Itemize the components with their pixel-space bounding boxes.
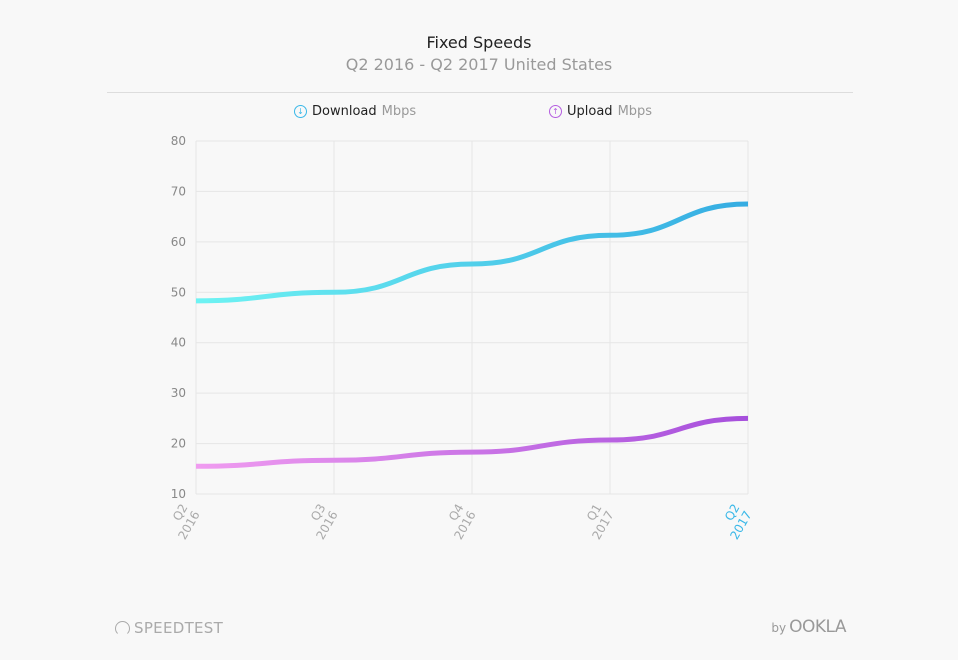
brand-name: SPEEDTEST bbox=[134, 619, 224, 637]
divider bbox=[107, 92, 853, 93]
y-tick-label: 50 bbox=[171, 285, 186, 299]
legend-upload[interactable]: ↑ Upload Mbps bbox=[549, 104, 652, 119]
ookla-logo: by OOKLA bbox=[771, 617, 846, 637]
y-tick-label: 10 bbox=[171, 487, 186, 501]
y-tick-label: 70 bbox=[171, 184, 186, 198]
x-tick-label: Q32016 bbox=[301, 502, 341, 542]
x-tick-label: Q22016 bbox=[163, 502, 203, 542]
series-line-download bbox=[195, 201, 749, 304]
y-tick-label: 20 bbox=[171, 437, 186, 451]
company-name: OOKLA bbox=[789, 617, 846, 637]
legend-label: Download bbox=[312, 104, 377, 119]
legend-label: Upload bbox=[567, 104, 613, 119]
arrow-up-circle-icon: ↑ bbox=[549, 105, 562, 118]
speedometer-icon bbox=[115, 620, 130, 636]
y-tick-label: 60 bbox=[171, 235, 186, 249]
y-tick-label: 30 bbox=[171, 386, 186, 400]
x-tick-label: Q12017 bbox=[577, 502, 617, 542]
chart-title: Fixed Speeds bbox=[426, 33, 532, 52]
legend-download[interactable]: ↓ Download Mbps bbox=[294, 104, 416, 119]
legend-unit: Mbps bbox=[381, 104, 417, 119]
by-label: by bbox=[771, 621, 787, 635]
series-line-upload bbox=[195, 415, 749, 469]
y-tick-label: 80 bbox=[171, 134, 186, 148]
legend-unit: Mbps bbox=[617, 104, 653, 119]
chart-subtitle: Q2 2016 - Q2 2017 United States bbox=[345, 55, 613, 74]
x-tick-label: Q42016 bbox=[439, 502, 479, 542]
arrow-down-circle-icon: ↓ bbox=[294, 105, 307, 118]
y-tick-label: 40 bbox=[171, 336, 186, 350]
speedtest-logo: SPEEDTEST bbox=[115, 619, 223, 637]
x-tick-label: Q22017 bbox=[715, 502, 755, 542]
